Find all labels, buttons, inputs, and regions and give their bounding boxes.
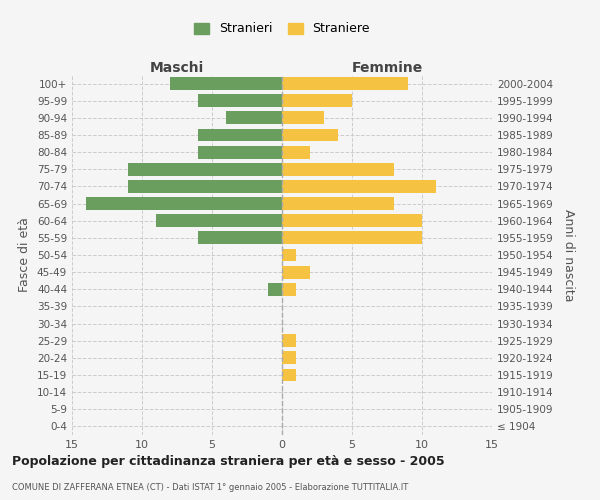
Bar	[282, 112, 324, 124]
Bar	[86, 197, 282, 210]
Bar	[268, 283, 282, 296]
Text: Femmine: Femmine	[352, 61, 422, 75]
Text: COMUNE DI ZAFFERANA ETNEA (CT) - Dati ISTAT 1° gennaio 2005 - Elaborazione TUTTI: COMUNE DI ZAFFERANA ETNEA (CT) - Dati IS…	[12, 483, 408, 492]
Bar	[282, 214, 422, 227]
Bar	[198, 94, 282, 107]
Bar	[198, 128, 282, 141]
Bar	[282, 94, 352, 107]
Bar	[282, 283, 296, 296]
Bar	[170, 77, 282, 90]
Bar	[128, 180, 282, 193]
Bar	[282, 163, 394, 175]
Bar	[282, 77, 408, 90]
Y-axis label: Fasce di età: Fasce di età	[19, 218, 31, 292]
Bar	[282, 334, 296, 347]
Bar	[282, 248, 296, 262]
Bar	[282, 180, 436, 193]
Bar	[282, 266, 310, 278]
Bar	[226, 112, 282, 124]
Bar	[198, 146, 282, 158]
Legend: Stranieri, Straniere: Stranieri, Straniere	[188, 16, 376, 42]
Bar	[282, 128, 338, 141]
Bar	[198, 232, 282, 244]
Y-axis label: Anni di nascita: Anni di nascita	[562, 209, 575, 301]
Text: Maschi: Maschi	[150, 61, 204, 75]
Bar	[282, 197, 394, 210]
Bar	[282, 368, 296, 382]
Text: Popolazione per cittadinanza straniera per età e sesso - 2005: Popolazione per cittadinanza straniera p…	[12, 455, 445, 468]
Bar	[282, 146, 310, 158]
Bar	[128, 163, 282, 175]
Bar	[156, 214, 282, 227]
Bar	[282, 352, 296, 364]
Bar	[282, 232, 422, 244]
